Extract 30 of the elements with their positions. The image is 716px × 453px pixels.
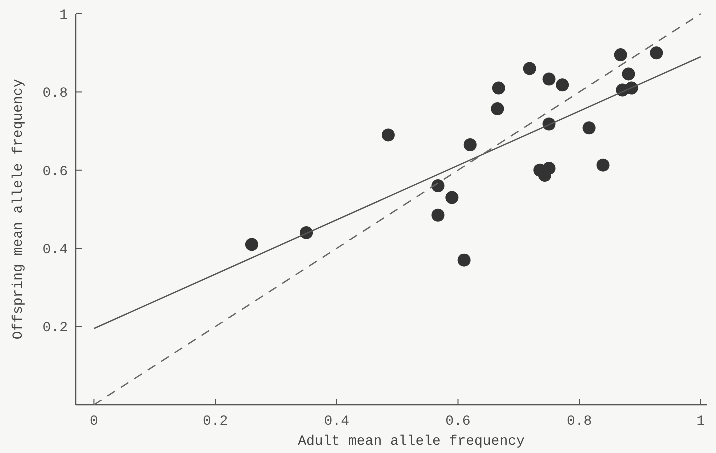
point (596, 158, 610, 172)
y-tick-label: 0.2 (42, 320, 68, 337)
y-tick-label: 0.4 (42, 242, 68, 258)
point (432, 180, 445, 193)
x-tick-label: 0.4 (324, 414, 350, 430)
point (614, 48, 628, 62)
x-tick-label: 0.2 (202, 414, 228, 430)
y-tick-label: 0.6 (42, 164, 68, 180)
y-tick-label: 1 (60, 8, 68, 24)
point (464, 138, 477, 152)
point (382, 128, 395, 142)
point (556, 78, 570, 92)
x-tick-label: 0 (90, 414, 98, 430)
x-tick-label: 0.8 (566, 414, 592, 430)
point (582, 122, 596, 135)
y-axis-title: Offspring mean allele frequency (11, 79, 27, 340)
point (542, 72, 556, 86)
x-tick-label: 0.6 (446, 414, 471, 430)
point (458, 254, 471, 267)
x-tick-label: 1 (696, 414, 706, 430)
point (446, 191, 459, 204)
point (523, 62, 536, 76)
y-tick-label: 0.8 (42, 86, 68, 102)
point (492, 82, 506, 95)
point (245, 238, 258, 252)
point (432, 208, 445, 222)
point (491, 102, 504, 116)
point (622, 68, 636, 81)
x-axis-title: Adult mean allele frequency (298, 434, 525, 450)
point (650, 46, 664, 60)
